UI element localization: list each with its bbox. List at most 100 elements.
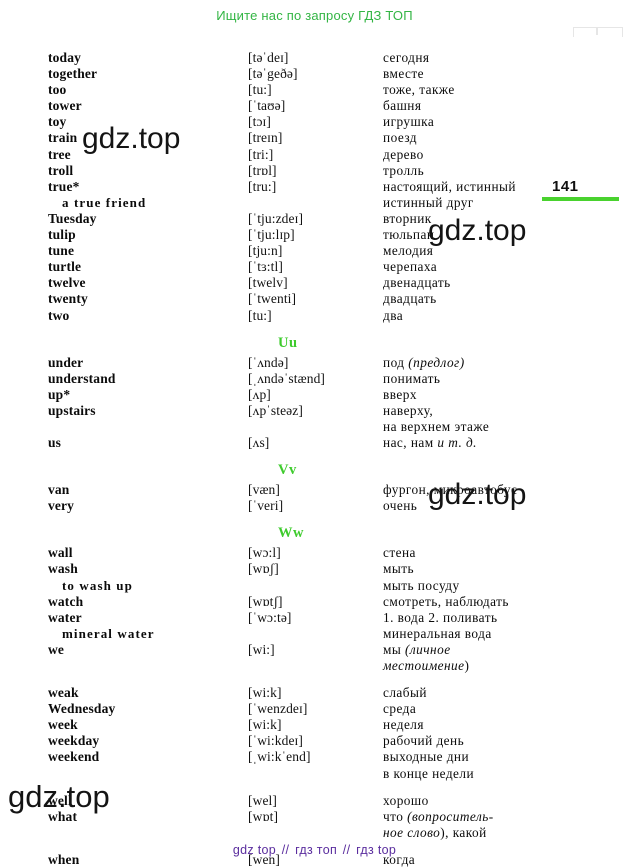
entry-ipa: [wi:k] [248, 685, 282, 701]
entry-translation: черепаха [383, 259, 438, 275]
entry-row: up* [ʌp] вверх [0, 387, 629, 403]
entry-term: train [48, 130, 78, 146]
entry-term: two [48, 307, 70, 323]
entry-term: tune [48, 243, 75, 259]
entry-ipa: [wɔ:l] [248, 545, 281, 561]
scan-artifact [573, 26, 623, 37]
entry-ipa: [wen] [248, 851, 280, 867]
entry-ipa: [wi:] [248, 641, 275, 657]
entry-translation: слабый [383, 685, 427, 701]
entry-row: tune [tju:n] мелодия [0, 243, 629, 259]
entry-term: tower [48, 98, 82, 114]
entry-row: tree [tri:] дерево [0, 147, 629, 163]
entry-translation: поезд [383, 130, 418, 146]
entry-row: tulip [ˈtju:lɪp] тюльпан [0, 227, 629, 243]
entry-row: today [təˈdeɪ] сегодня [0, 50, 629, 66]
entry-term: well [48, 792, 72, 808]
entry-translation-cont: в конце недели [383, 765, 475, 781]
entry-translation: тролль [383, 162, 425, 178]
entry-row-cont: на верхнем этаже [0, 419, 629, 435]
entry-row: too [tu:] тоже, также [0, 82, 629, 98]
entry-translation-cont: ное слово), какой [383, 824, 487, 840]
entry-translation: сегодня [383, 50, 430, 65]
entry-ipa: [ˈtju:zdeɪ] [248, 210, 304, 226]
entry-translation: двадцать [383, 291, 437, 307]
entry-term: today [48, 50, 82, 65]
entry-term: tulip [48, 227, 76, 243]
entry-term: very [48, 498, 75, 514]
entry-ipa: [ˈʌndə] [248, 354, 289, 370]
entry-row: Tuesday [ˈtju:zdeɪ] вторник [0, 211, 629, 227]
entry-term: weekday [48, 733, 100, 749]
entry-ipa: [ˈtɜ:tl] [248, 259, 283, 275]
entry-row: when [wen] когда [0, 852, 629, 868]
entry-ipa: [təˈgeðə] [248, 66, 298, 82]
entry-term: water [48, 609, 82, 625]
entry-row: together [təˈgeðə] вместе [0, 66, 629, 82]
entry-row: us [ʌs] нас, нам и т. д. [0, 435, 629, 451]
entry-ipa: [ˈtwenti] [248, 291, 297, 307]
entry-row: well [wel] хорошо [0, 793, 629, 809]
entry-row-cont: в конце недели [0, 766, 629, 782]
entry-translation: настоящий, истинный [383, 178, 516, 194]
entry-term: together [48, 66, 98, 82]
entry-term: Wednesday [48, 701, 116, 717]
entry-translation: рабочий день [383, 733, 465, 749]
entry-term: wall [48, 545, 73, 561]
entry-row: turtle [ˈtɜ:tl] черепаха [0, 259, 629, 275]
entry-row: mineral water минеральная вода [0, 626, 629, 642]
entry-translation: нас, нам и т. д. [383, 435, 477, 451]
entry-ipa: [wi:k] [248, 717, 282, 733]
entry-term: when [48, 851, 80, 867]
entry-row: true* [tru:] настоящий, истинный [0, 179, 629, 195]
entry-term: wash [48, 561, 78, 577]
entry-row: weekday [ˈwi:kdeɪ] рабочий день [0, 733, 629, 749]
entry-ipa: [tu:] [248, 82, 272, 98]
entry-term: true* [48, 178, 80, 194]
entry-row: watch [wɒtʃ] смотреть, наблюдать [0, 594, 629, 610]
entry-translation: очень [383, 498, 418, 514]
entry-ipa: [ˈwɔ:tə] [248, 609, 292, 625]
entry-term: understand [48, 370, 116, 386]
section-letter: Vv [278, 462, 297, 479]
footer-links: gdz top // гдз топ // гдз top [0, 843, 629, 857]
entry-row: train [treɪn] поезд [0, 130, 629, 146]
entry-ipa: [ˈveri] [248, 498, 284, 514]
entry-ipa: [tru:] [248, 178, 277, 194]
entry-ipa: [tu:] [248, 307, 272, 323]
entry-ipa: [təˈdeɪ] [248, 50, 289, 65]
entry-row-cont: ное слово), какой [0, 825, 629, 841]
entry-row: troll [trɒl] тролль [0, 163, 629, 179]
entry-term: van [48, 482, 70, 498]
entry-ipa: [ˌwi:kˈend] [248, 749, 311, 765]
entry-translation-cont: местоимение) [383, 658, 470, 673]
entry-term: troll [48, 162, 74, 178]
entry-ipa: [ˈtaʊə] [248, 98, 286, 114]
section-spacer [0, 782, 629, 793]
entry-term: Tuesday [48, 210, 97, 226]
entry-translation: мыть [383, 561, 415, 577]
entry-translation: наверху, [383, 402, 434, 418]
entry-row: upstairs [ʌpˈsteəz] наверху, [0, 403, 629, 419]
entry-ipa: [ʌp] [248, 386, 271, 402]
entry-row: weekend [ˌwi:kˈend] выходные дни [0, 749, 629, 765]
entry-translation: когда [383, 851, 416, 867]
section-spacer [0, 514, 629, 525]
entry-ipa: [ˌʌndəˈstænd] [248, 370, 326, 386]
entry-ipa: [tɔɪ] [248, 114, 271, 130]
entry-ipa: [ʌpˈsteəz] [248, 402, 303, 418]
entry-row: water [ˈwɔ:tə] 1. вода 2. поливать [0, 610, 629, 626]
entry-row: van [væn] фургон, микроавтобус [0, 482, 629, 498]
entry-translation: хорошо [383, 792, 429, 808]
entry-subterm: a true friend [62, 194, 147, 210]
entry-term: under [48, 354, 84, 370]
entry-term: watch [48, 593, 84, 609]
entry-term: week [48, 717, 78, 733]
entry-translation: вместе [383, 66, 425, 82]
entry-term: us [48, 435, 62, 451]
promo-banner: Ищите нас по запросу ГДЗ ТОП [216, 8, 413, 23]
entry-term: we [48, 641, 65, 657]
entry-translation: тоже, также [383, 82, 455, 98]
entry-row: week [wi:k] неделя [0, 717, 629, 733]
entry-ipa: [wel] [248, 792, 277, 808]
